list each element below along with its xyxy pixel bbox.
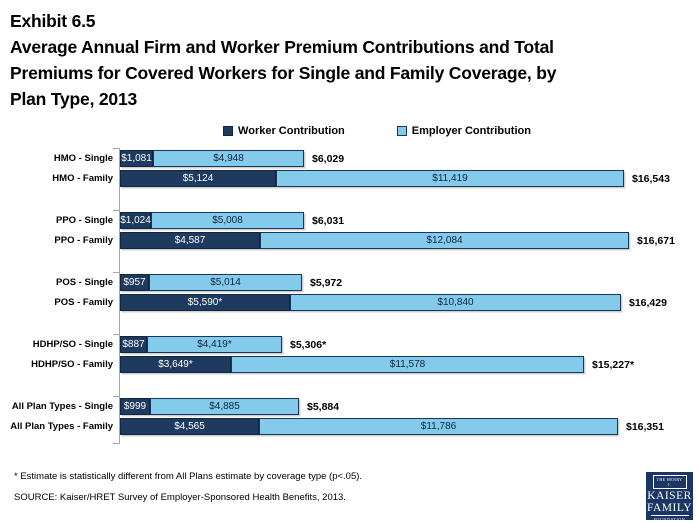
employer-contribution-segment: $11,578 [231, 356, 584, 373]
stacked-bar: $4,565 $11,786 [120, 418, 618, 435]
bar-group: PPO - Single $1,024 $5,008 $6,031 PPO - Fami… [0, 210, 698, 272]
stacked-bar: $5,590* $10,840 [120, 294, 621, 311]
legend-item-worker: Worker Contribution [223, 125, 345, 137]
bar-row: PPO - Family $4,587 $12,084 $16,671 [0, 232, 698, 249]
bar-group: HMO - Single $1,081 $4,948 $6,029 HMO - Fami… [0, 148, 698, 210]
employer-swatch-icon [396, 126, 407, 136]
category-label: HMO - Single [53, 153, 113, 164]
worker-swatch-icon [223, 126, 234, 136]
worker-contribution-segment: $887 [120, 336, 147, 353]
total-premium-label: $16,543 [632, 172, 670, 185]
axis-tick [113, 210, 120, 211]
worker-contribution-segment: $999 [120, 398, 150, 415]
stacked-bar: $3,649* $11,578 [120, 356, 584, 373]
total-premium-label: $6,031 [312, 214, 345, 227]
employer-contribution-segment: $5,008 [151, 212, 304, 229]
category-label: HMO - Family [52, 173, 113, 184]
exhibit-label: Exhibit 6.5 [10, 11, 96, 31]
employer-contribution-segment: $4,419* [147, 336, 282, 353]
bar-row: All Plan Types - Single $999 $4,885 $5,884 [0, 398, 698, 415]
stacked-bar: $957 $5,014 [120, 274, 302, 291]
employer-contribution-segment: $4,885 [150, 398, 299, 415]
category-label: HDHP/SO - Single [32, 339, 113, 350]
kff-logo-line2: KAISER [647, 489, 692, 502]
bar-group: All Plan Types - Single $999 $4,885 $5,884 A… [0, 396, 698, 458]
employer-contribution-segment: $11,419 [276, 170, 624, 187]
worker-contribution-segment: $5,124 [120, 170, 276, 187]
employer-contribution-segment: $5,014 [149, 274, 302, 291]
employer-contribution-segment: $12,084 [260, 232, 629, 249]
category-label: All Plan Types - Family [10, 421, 113, 432]
legend-employer-label: Employer Contribution [411, 125, 531, 137]
chart-area: HMO - Single $1,081 $4,948 $6,029 HMO - Fami… [0, 148, 698, 446]
category-label: All Plan Types - Single [11, 401, 113, 412]
bar-row: HMO - Family $5,124 $11,419 $16,543 [0, 170, 698, 187]
stacked-bar: $999 $4,885 [120, 398, 299, 415]
bar-group: POS - Single $957 $5,014 $5,972 POS - Family… [0, 272, 698, 334]
footnote: * Estimate is statistically different fr… [14, 471, 363, 482]
bar-row: HMO - Single $1,081 $4,948 $6,029 [0, 150, 698, 167]
category-label: PPO - Single [55, 215, 113, 226]
kff-logo: THE HENRY J. KAISER FAMILY FOUNDATION [646, 472, 693, 523]
stacked-bar: $887 $4,419* [120, 336, 282, 353]
worker-contribution-segment: $3,649* [120, 356, 231, 373]
worker-contribution-segment: $5,590* [120, 294, 290, 311]
axis-tick [113, 396, 120, 397]
category-label: PPO - Family [54, 235, 113, 246]
axis-tick [113, 148, 120, 149]
employer-contribution-segment: $10,840 [290, 294, 621, 311]
employer-contribution-segment: $11,786 [259, 418, 618, 435]
total-premium-label: $15,227* [592, 358, 635, 371]
stacked-bar: $1,024 $5,008 [120, 212, 304, 229]
bar-row: POS - Family $5,590* $10,840 $16,429 [0, 294, 698, 311]
employer-contribution-segment: $4,948 [153, 150, 304, 167]
page-title-line-2: Premiums for Covered Workers for Single … [10, 63, 557, 83]
total-premium-label: $16,351 [626, 420, 664, 433]
page-title-line-3: Plan Type, 2013 [10, 89, 138, 109]
total-premium-label: $5,884 [307, 400, 340, 413]
total-premium-label: $5,972 [310, 276, 343, 289]
total-premium-label: $16,429 [629, 296, 667, 309]
total-premium-label: $5,306* [290, 338, 327, 351]
source-note: SOURCE: Kaiser/HRET Survey of Employer-S… [14, 492, 346, 503]
stacked-bar: $1,081 $4,948 [120, 150, 304, 167]
worker-contribution-segment: $1,081 [120, 150, 153, 167]
worker-contribution-segment: $1,024 [120, 212, 151, 229]
axis-tick [113, 272, 120, 273]
total-premium-label: $6,029 [312, 152, 345, 165]
category-label: POS - Family [54, 297, 113, 308]
bar-row: HDHP/SO - Single $887 $4,419* $5,306* [0, 336, 698, 353]
bar-group: HDHP/SO - Single $887 $4,419* $5,306* HDHP/S… [0, 334, 698, 396]
category-label: HDHP/SO - Family [31, 359, 113, 370]
bar-row: POS - Single $957 $5,014 $5,972 [0, 274, 698, 291]
category-label: POS - Single [55, 277, 113, 288]
bar-row: PPO - Single $1,024 $5,008 $6,031 [0, 212, 698, 229]
bar-row: HDHP/SO - Family $3,649* $11,578 $15,227* [0, 356, 698, 373]
worker-contribution-segment: $4,565 [120, 418, 259, 435]
page-title-line-1: Average Annual Firm and Worker Premium C… [10, 37, 554, 57]
worker-contribution-segment: $4,587 [120, 232, 260, 249]
legend-item-employer: Employer Contribution [396, 125, 531, 137]
kff-logo-line3: FAMILY [646, 501, 693, 514]
category-axis-line [119, 148, 120, 443]
title-block: Exhibit 6.5 Average Annual Firm and Work… [0, 0, 698, 112]
worker-contribution-segment: $957 [120, 274, 149, 291]
legend-worker-label: Worker Contribution [238, 125, 345, 137]
stacked-bar: $4,587 $12,084 [120, 232, 629, 249]
kff-logo-line1: THE HENRY J. [652, 475, 687, 489]
chart-legend: Worker Contribution Employer Contributio… [28, 125, 698, 137]
axis-tick [113, 334, 120, 335]
total-premium-label: $16,671 [637, 234, 675, 247]
bar-row: All Plan Types - Family $4,565 $11,786 $16,… [0, 418, 698, 435]
stacked-bar: $5,124 $11,419 [120, 170, 624, 187]
axis-tick [113, 443, 120, 444]
kff-logo-line4: FOUNDATION [650, 514, 689, 523]
